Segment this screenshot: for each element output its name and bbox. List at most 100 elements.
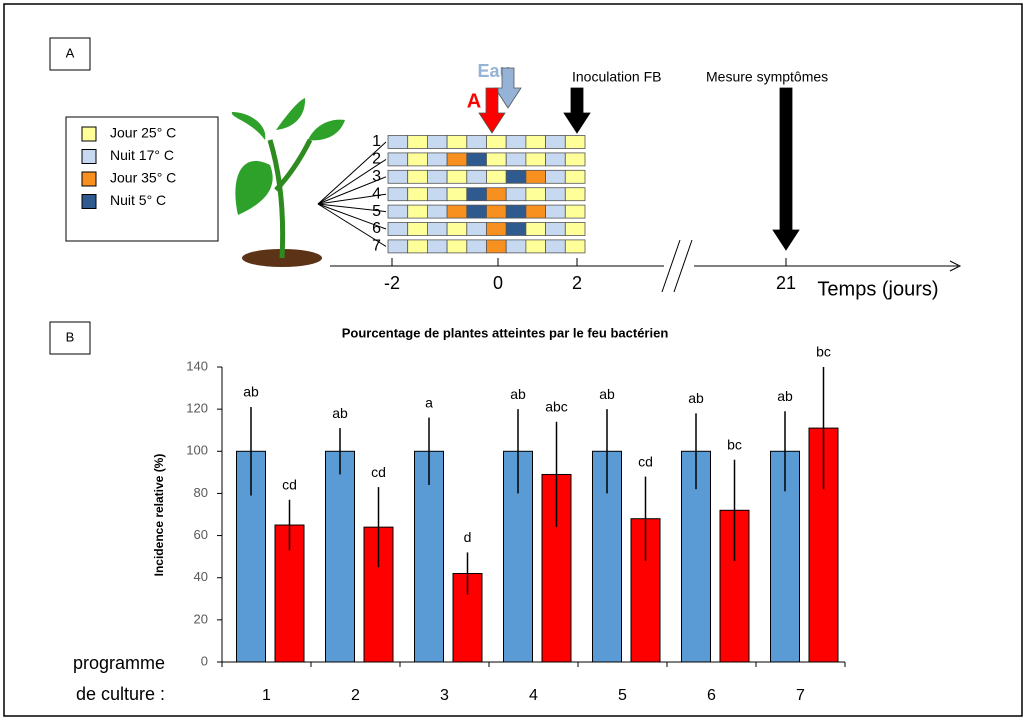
y-tick-label: 20 — [194, 611, 208, 626]
row-label: 3 — [372, 168, 381, 185]
fan-line — [317, 158, 387, 205]
schedule-cell — [545, 169, 566, 184]
fan-line — [317, 141, 387, 205]
schedule-cell — [407, 204, 428, 219]
y-tick-label: 140 — [186, 358, 208, 373]
legend-swatch — [81, 194, 97, 209]
schedule-cell — [525, 187, 547, 202]
y-axis-title: Incidence relative (%) — [152, 454, 166, 577]
measure-label: Mesure symptômes — [706, 69, 828, 85]
significance-letter: bc — [816, 344, 831, 360]
schedule-cell — [486, 187, 507, 202]
panel-label-box — [49, 321, 91, 355]
row-label: 7 — [372, 238, 381, 255]
schedule-cell — [407, 169, 428, 184]
schedule-cell — [505, 239, 527, 254]
x-tick-label: 6 — [707, 687, 716, 704]
schedule-cell — [387, 169, 409, 184]
row-label: 6 — [372, 220, 381, 237]
frame — [3, 3, 1023, 717]
schedule-cell — [545, 222, 566, 236]
schedule-cell — [545, 135, 566, 149]
significance-letter: cd — [282, 476, 297, 492]
x-tick-label: 5 — [618, 687, 627, 704]
schedule-cell — [446, 135, 468, 149]
fan-line — [317, 203, 387, 213]
schedule-cell — [486, 135, 507, 149]
schedule-cell — [407, 222, 428, 236]
schedule-cell — [525, 204, 547, 219]
schedule-cell — [446, 187, 468, 202]
significance-letter: ab — [599, 386, 615, 402]
schedule-cell — [446, 169, 468, 184]
schedule-cell — [387, 152, 409, 167]
schedule-cell — [407, 135, 428, 149]
axis-break — [661, 239, 693, 293]
schedule-cell — [486, 169, 507, 184]
fan-line — [317, 193, 387, 205]
x-axis-title: de culture : — [76, 684, 165, 704]
significance-letter: ab — [243, 384, 259, 400]
significance-letter: ab — [688, 390, 704, 406]
schedule-cell — [387, 204, 409, 219]
significance-letter: ab — [777, 388, 793, 404]
chart-title: Pourcentage de plantes atteintes par le … — [342, 325, 669, 340]
schedule-cell — [387, 222, 409, 236]
x-tick-label: 1 — [262, 687, 271, 704]
timeline-tick-label: 0 — [493, 273, 503, 293]
schedule-cell — [525, 135, 547, 149]
schedule-cell — [564, 204, 586, 219]
schedule-cell — [505, 187, 527, 202]
schedule-cell — [446, 239, 468, 254]
timeline-tick-label: 2 — [572, 273, 582, 293]
plant — [231, 98, 345, 267]
row-label: 2 — [372, 151, 381, 168]
schedule-cell — [525, 222, 547, 236]
fan-line — [317, 203, 387, 230]
significance-letter: a — [425, 394, 433, 410]
schedule-cell — [505, 204, 527, 219]
arrow — [478, 87, 506, 134]
panel-label: A — [66, 45, 75, 60]
schedule-cell — [505, 152, 527, 167]
timeline-tick-label: -2 — [384, 273, 400, 293]
row-label: 1 — [372, 133, 381, 150]
row-label: 4 — [372, 185, 381, 202]
significance-letter: cd — [638, 453, 653, 469]
arrow — [772, 87, 800, 251]
schedule-cell — [426, 135, 448, 149]
arrow — [563, 87, 591, 134]
y-tick-label: 40 — [194, 569, 208, 584]
x-axis-title: programme — [73, 653, 165, 673]
fan-line — [317, 176, 387, 205]
significance-letter: d — [464, 529, 472, 545]
significance-letter: bc — [727, 436, 742, 452]
schedule-cell — [446, 152, 468, 167]
schedule-cell — [486, 152, 507, 167]
legend-swatch — [81, 171, 97, 187]
schedule-cell — [525, 169, 547, 184]
x-tick-label: 2 — [351, 687, 360, 704]
y-tick-label: 0 — [201, 653, 208, 668]
legend-label: Nuit 5° C — [110, 192, 166, 208]
treatment-label: A — [467, 90, 481, 112]
significance-letter: ab — [332, 405, 348, 421]
schedule-cell — [545, 152, 566, 167]
schedule-cell — [407, 239, 428, 254]
schedule-cell — [545, 239, 566, 254]
schedule-cell — [486, 239, 507, 254]
schedule-cell — [486, 222, 507, 236]
schedule-cell — [426, 169, 448, 184]
schedule-cell — [446, 222, 468, 236]
schedule-cell — [564, 239, 586, 254]
x-tick-label: 3 — [440, 687, 449, 704]
schedule-cell — [564, 222, 586, 236]
schedule-cell — [486, 204, 507, 219]
schedule-cell — [426, 187, 448, 202]
bar — [325, 450, 355, 663]
schedule-cell — [466, 152, 487, 167]
legend-label: Nuit 17° C — [110, 147, 174, 163]
panel-label: B — [66, 329, 75, 344]
